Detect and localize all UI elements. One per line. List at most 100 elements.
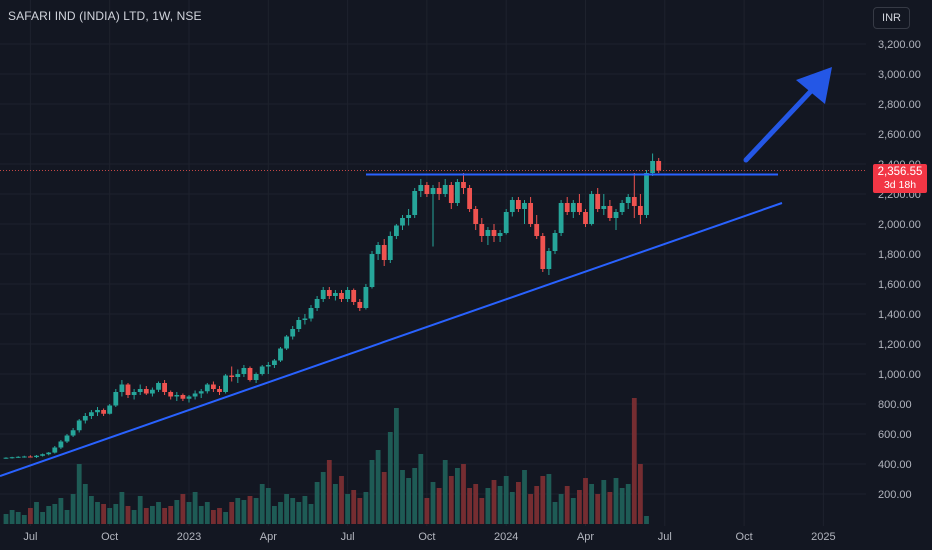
price-tick-label: 1,800.00 bbox=[878, 249, 921, 261]
volume-bar bbox=[644, 516, 649, 524]
volume-bar bbox=[119, 492, 125, 524]
candle-body bbox=[412, 191, 418, 215]
candle-body bbox=[253, 374, 259, 380]
volume-bar bbox=[290, 498, 296, 524]
candle-body bbox=[570, 203, 576, 212]
volume-bar bbox=[363, 492, 369, 524]
currency-button[interactable]: INR bbox=[873, 7, 910, 29]
price-tick-label: 1,200.00 bbox=[878, 339, 921, 351]
candle-body bbox=[583, 212, 588, 224]
candle-body bbox=[162, 383, 167, 392]
volume-bar bbox=[583, 478, 588, 524]
candle-body bbox=[589, 194, 594, 224]
candle-body bbox=[436, 188, 442, 194]
volume-bar bbox=[455, 468, 460, 524]
volume-bar bbox=[491, 480, 497, 524]
candle-body bbox=[607, 206, 613, 218]
candle-body bbox=[400, 218, 405, 226]
candle-body bbox=[375, 245, 381, 254]
volume-bar bbox=[198, 506, 204, 524]
volume-bar bbox=[82, 484, 88, 524]
price-tick-label: 200.00 bbox=[878, 489, 912, 501]
volume-bar bbox=[107, 508, 113, 524]
volume-bar bbox=[265, 488, 271, 524]
candle-body bbox=[308, 308, 314, 319]
candle-body bbox=[272, 360, 277, 365]
candle-body bbox=[448, 185, 454, 203]
candle-body bbox=[314, 299, 320, 308]
candle-body bbox=[326, 290, 332, 296]
volume-bar bbox=[46, 506, 52, 524]
candle-body bbox=[528, 203, 533, 224]
candle-body bbox=[113, 392, 119, 406]
candle-body bbox=[503, 212, 509, 233]
volume-bar bbox=[52, 504, 58, 524]
projection-arrow[interactable] bbox=[743, 67, 832, 163]
candle-body bbox=[223, 375, 228, 392]
symbol-title: SAFARI IND (INDIA) LTD, 1W, NSE bbox=[8, 9, 202, 23]
candle-body bbox=[473, 209, 479, 224]
price-tick-label: 3,000.00 bbox=[878, 69, 921, 81]
candle-body bbox=[70, 430, 76, 436]
candle-body bbox=[369, 254, 375, 287]
volume-bar bbox=[424, 498, 430, 524]
price-tick-label: 1,000.00 bbox=[878, 369, 921, 381]
price-tick-label: 800.00 bbox=[878, 399, 912, 411]
candle-body bbox=[259, 366, 265, 374]
volume-bar bbox=[430, 482, 436, 524]
candle-body bbox=[278, 348, 283, 361]
volume-bar bbox=[564, 486, 570, 524]
time-tick-label: 2024 bbox=[494, 531, 518, 543]
candle-body bbox=[631, 197, 637, 206]
time-tick-label: Apr bbox=[260, 531, 277, 543]
volume-bar bbox=[58, 498, 64, 524]
rising-trendline[interactable] bbox=[0, 202, 783, 477]
candle-body bbox=[296, 320, 302, 329]
candle-body bbox=[40, 454, 45, 456]
volume-bar bbox=[400, 470, 405, 524]
volume-bar bbox=[308, 504, 314, 524]
volume-bar bbox=[284, 494, 289, 524]
time-axis[interactable]: Jul Oct 2023 Apr Jul Oct 2024 Apr Jul Oct 2025 bbox=[23, 531, 835, 543]
volume-bar bbox=[180, 494, 186, 524]
candlestick-series bbox=[3, 153, 662, 459]
price-axis[interactable]: 200.00 400.00 600.00 800.00 1,000.00 1,200.00… bbox=[878, 39, 921, 501]
time-tick-label: 2023 bbox=[177, 531, 201, 543]
time-tick-label: Oct bbox=[418, 531, 435, 543]
volume-bar bbox=[241, 500, 247, 524]
candle-body bbox=[95, 410, 100, 413]
candle-body bbox=[387, 236, 393, 260]
candle-body bbox=[168, 392, 174, 397]
volume-bar bbox=[375, 450, 381, 524]
candle-body bbox=[143, 389, 149, 394]
volume-bar bbox=[15, 512, 21, 524]
candle-body bbox=[137, 389, 143, 392]
volume-bar bbox=[625, 484, 631, 524]
volume-bar bbox=[558, 494, 564, 524]
volume-bar bbox=[448, 476, 454, 524]
trendlines[interactable] bbox=[0, 67, 866, 477]
candle-body bbox=[497, 233, 503, 236]
candle-body bbox=[21, 456, 27, 458]
volume-bar bbox=[570, 498, 576, 524]
volume-bar bbox=[253, 498, 259, 524]
volume-bar bbox=[479, 498, 485, 524]
volume-bar bbox=[326, 460, 332, 524]
candle-body bbox=[101, 410, 106, 414]
price-tick-label: 2,600.00 bbox=[878, 129, 921, 141]
last-price-badge: 2,356.55 3d 18h bbox=[873, 164, 927, 193]
time-tick-label: Jul bbox=[341, 531, 355, 543]
last-price-value: 2,356.55 bbox=[877, 166, 923, 178]
candle-body bbox=[34, 455, 39, 458]
candle-body bbox=[546, 251, 552, 269]
time-tick-label: Oct bbox=[101, 531, 118, 543]
candle-body bbox=[540, 236, 546, 269]
candle-body bbox=[290, 329, 296, 337]
candle-body bbox=[82, 416, 88, 421]
volume-bar bbox=[485, 488, 491, 524]
volume-bar bbox=[589, 484, 594, 524]
price-tick-label: 1,600.00 bbox=[878, 279, 921, 291]
volume-bar bbox=[638, 464, 643, 524]
